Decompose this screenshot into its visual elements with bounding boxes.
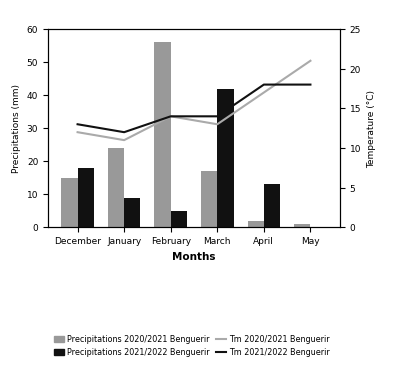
Bar [61,178,78,228]
Bar [108,148,124,228]
Tm 2020/2021 Benguerir [75,130,80,135]
Bar [78,168,94,228]
Y-axis label: Temperature (°C): Temperature (°C) [367,90,376,167]
Tm 2021/2022 Benguerir [308,83,313,87]
Tm 2021/2022 Benguerir [168,115,173,119]
Tm 2021/2022 Benguerir [262,83,266,87]
Tm 2021/2022 Benguerir [215,115,220,119]
Bar [264,185,280,228]
Y-axis label: Precipitations (mm): Precipitations (mm) [12,84,21,173]
Bar [294,224,310,228]
Tm 2020/2021 Benguerir [308,59,313,63]
Bar [201,171,217,228]
Bar [248,221,264,228]
Tm 2020/2021 Benguerir [262,91,266,95]
Tm 2021/2022 Benguerir [75,122,80,127]
Line: Tm 2020/2021 Benguerir: Tm 2020/2021 Benguerir [78,61,310,140]
Bar [154,43,171,228]
Tm 2020/2021 Benguerir [122,138,126,142]
Tm 2020/2021 Benguerir [168,115,173,119]
Bar [124,198,140,228]
Bar [217,89,234,228]
Tm 2021/2022 Benguerir [122,130,126,135]
X-axis label: Months: Months [172,252,216,262]
Legend: Precipitations 2020/2021 Benguerir, Precipitations 2021/2022 Benguerir, Tm 2020/: Precipitations 2020/2021 Benguerir, Prec… [52,333,332,359]
Tm 2020/2021 Benguerir [215,122,220,127]
Bar [171,211,187,228]
Line: Tm 2021/2022 Benguerir: Tm 2021/2022 Benguerir [78,85,310,132]
